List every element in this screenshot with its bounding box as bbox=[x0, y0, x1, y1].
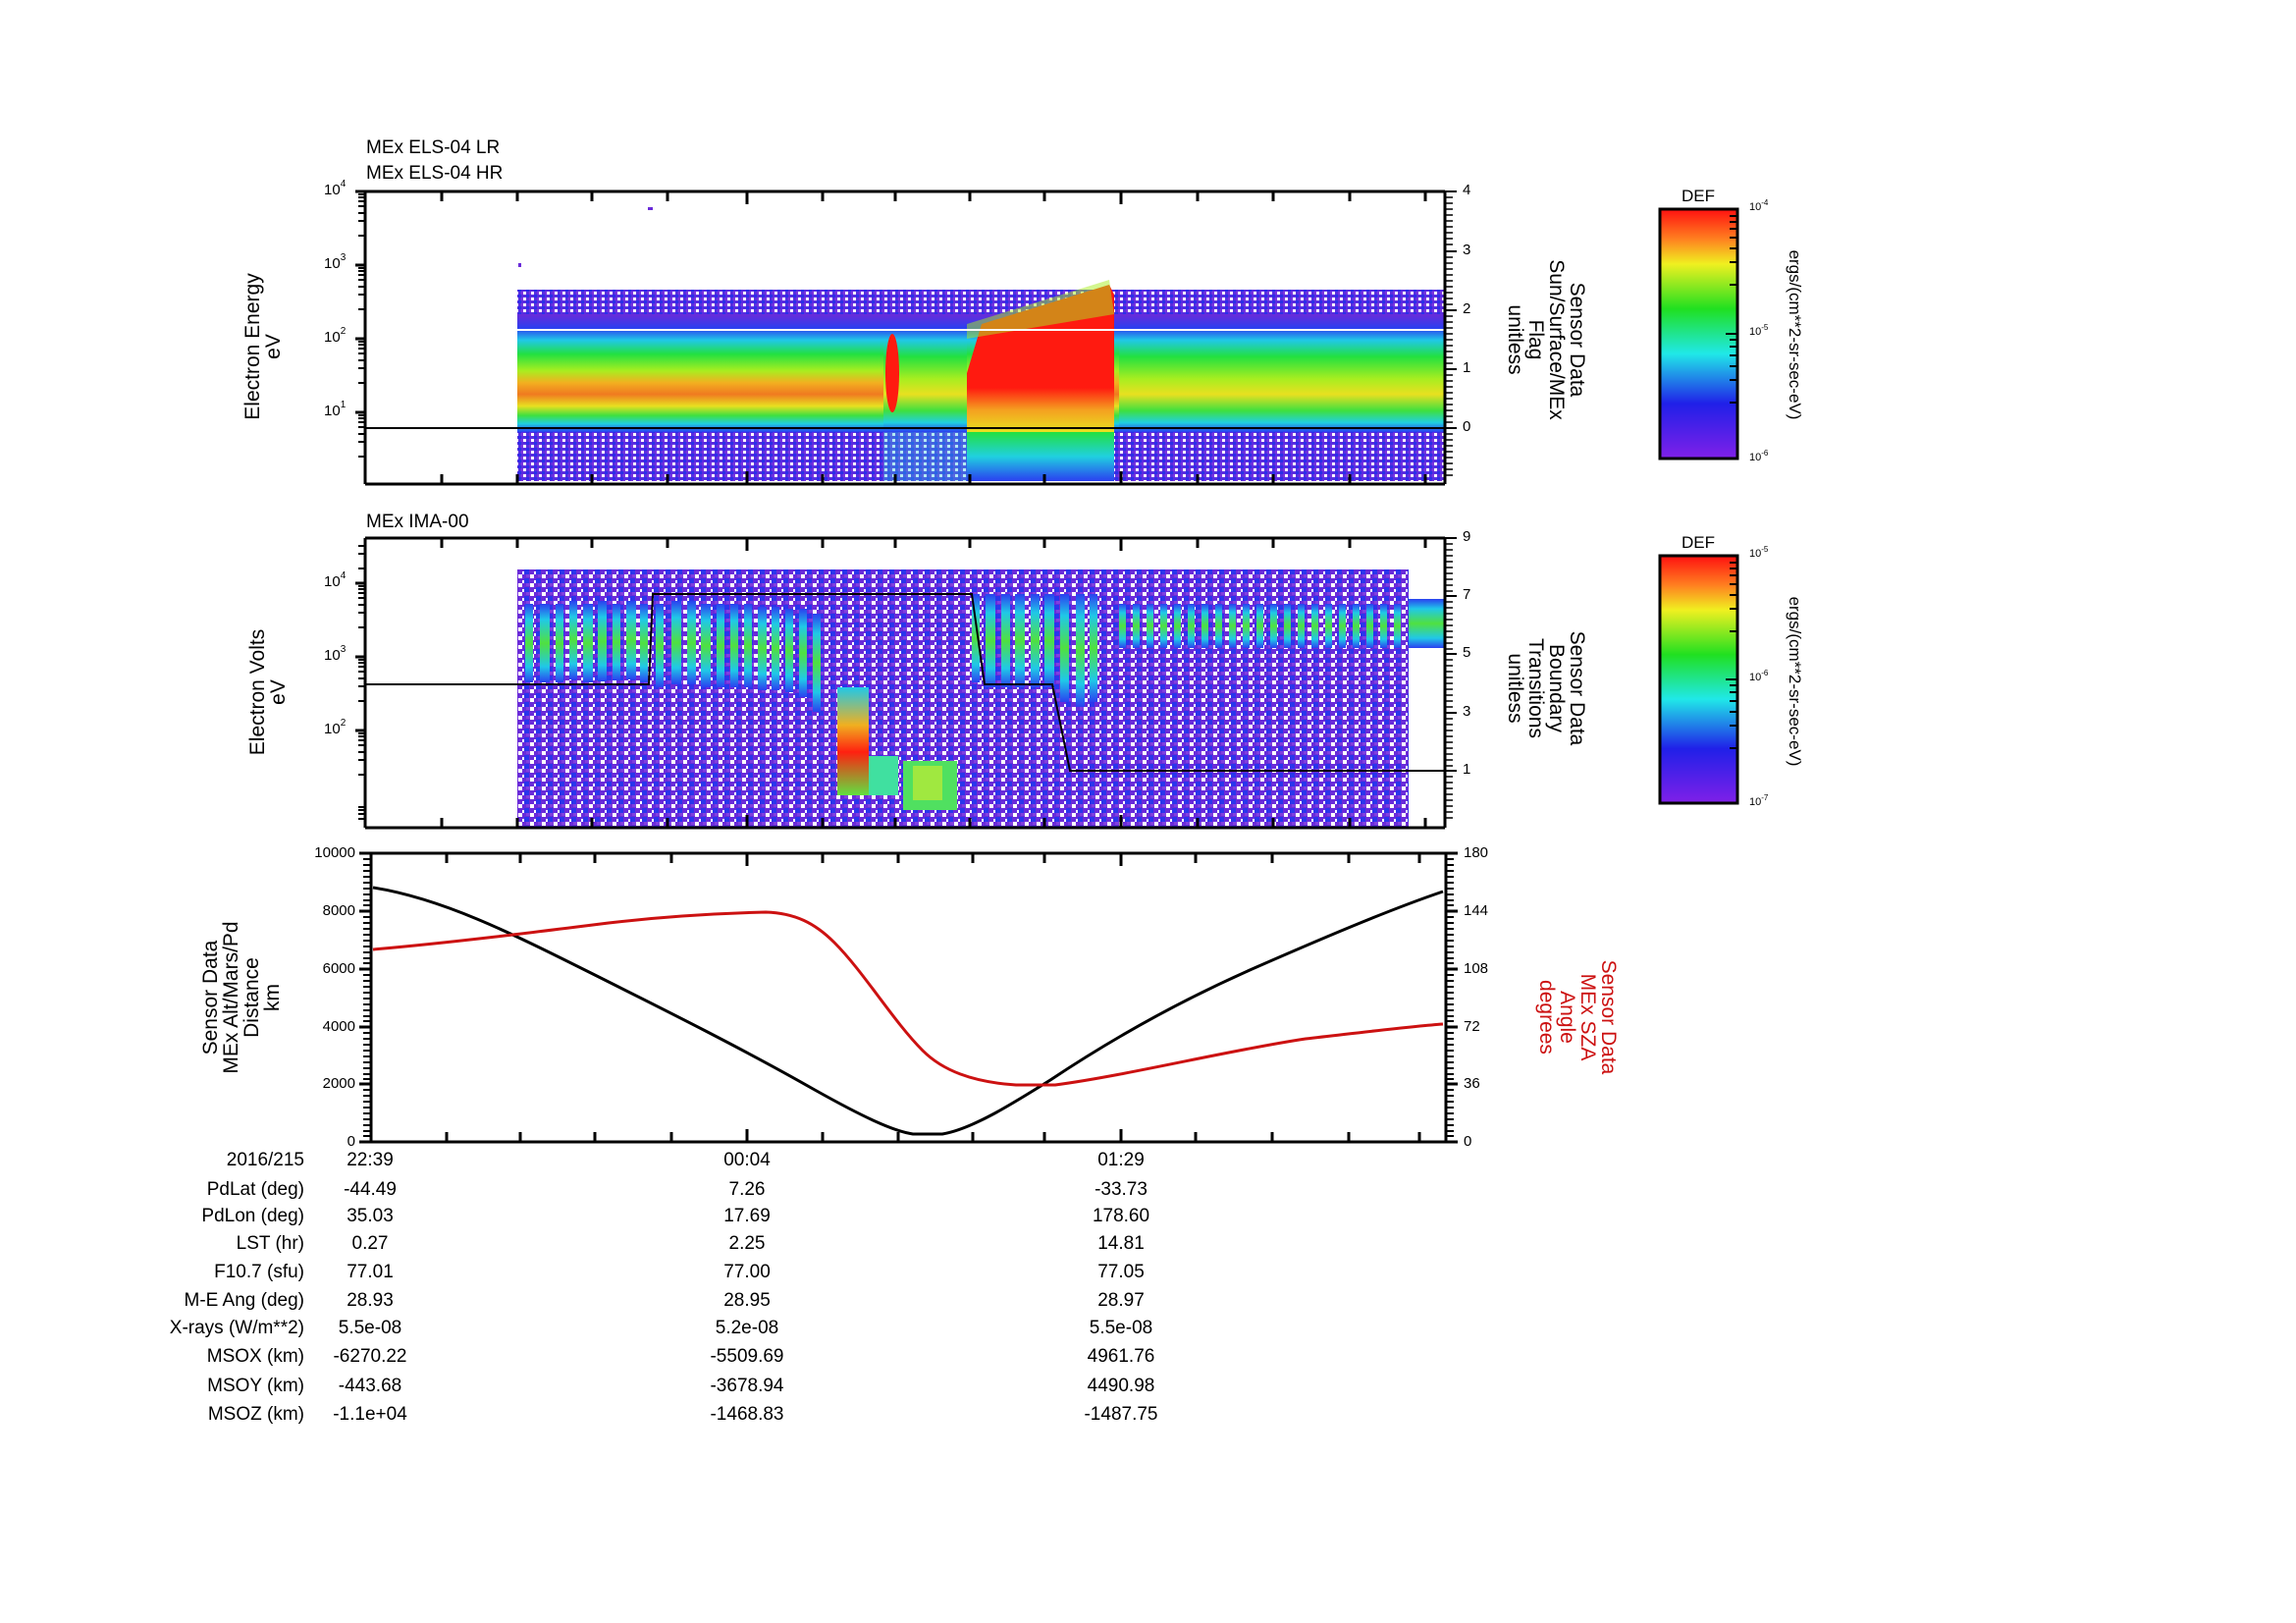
ima-colorbar bbox=[1658, 554, 1739, 805]
ima-colorbar-title: DEF bbox=[1682, 533, 1715, 552]
cell: 5.5e-08 bbox=[338, 1318, 402, 1338]
row-label: M-E Ang (deg) bbox=[184, 1290, 305, 1311]
els-colorbar-unit: ergs/(cm**2-sr-sec-eV) bbox=[1786, 249, 1804, 420]
time-label-1: 00:04 bbox=[723, 1150, 771, 1170]
ima-ytick-1e2: 102 bbox=[324, 718, 347, 737]
ima-boundary-line bbox=[365, 593, 1445, 772]
orbit-rtick-0: 0 bbox=[1464, 1133, 1472, 1150]
orbit-right-label: Sensor Data MEx SZA Angle degrees bbox=[1535, 959, 1620, 1075]
orbit-rtick-180: 180 bbox=[1464, 844, 1489, 861]
els-ytick-1e3: 103 bbox=[324, 252, 347, 272]
date-label: 2016/215 bbox=[226, 1150, 304, 1170]
cell: 35.03 bbox=[347, 1206, 394, 1226]
ima-rtick-3: 3 bbox=[1463, 703, 1471, 720]
ima-rtick-5: 5 bbox=[1463, 644, 1471, 661]
cell: 77.00 bbox=[723, 1262, 771, 1282]
ima-ytick-1e3: 103 bbox=[324, 644, 347, 664]
ima-title: MEx IMA-00 bbox=[366, 512, 469, 532]
ima-right-label: Sensor Data Boundary Transitions unitles… bbox=[1504, 630, 1588, 746]
row-label: MSOY (km) bbox=[207, 1376, 304, 1396]
cell: -1468.83 bbox=[710, 1404, 784, 1425]
orbit-ltick-8000: 8000 bbox=[322, 902, 355, 919]
els-rtick-2: 2 bbox=[1463, 300, 1471, 317]
els-rtick-3: 3 bbox=[1463, 242, 1471, 258]
cell: -5509.69 bbox=[710, 1346, 784, 1367]
cell: 4490.98 bbox=[1087, 1376, 1155, 1396]
cell: 28.95 bbox=[723, 1290, 771, 1311]
els-colorbar-title: DEF bbox=[1682, 187, 1715, 205]
row-label: MSOX (km) bbox=[206, 1346, 304, 1367]
ima-rtick-1: 1 bbox=[1463, 761, 1471, 778]
els-ytick-1e1: 101 bbox=[324, 400, 347, 419]
orbit-ltick-10000: 10000 bbox=[314, 844, 355, 861]
els-ytick-1e2: 102 bbox=[324, 326, 347, 346]
ima-ylabel: Electron Volts eV bbox=[246, 628, 290, 756]
orbit-left-label: Sensor Data MEx Alt/Mars/Pd Distance km bbox=[199, 921, 284, 1074]
cell: -443.68 bbox=[338, 1376, 402, 1396]
cell: -44.49 bbox=[344, 1179, 397, 1200]
cell: 14.81 bbox=[1097, 1233, 1145, 1254]
orbit-rtick-144: 144 bbox=[1464, 902, 1489, 919]
els-ylabel: Electron Energy eV bbox=[241, 273, 285, 420]
cell: -1487.75 bbox=[1084, 1404, 1158, 1425]
cell: 7.26 bbox=[728, 1179, 766, 1200]
els-cb-tick-1e-6: 10-6 bbox=[1749, 449, 1769, 463]
cell: 0.27 bbox=[351, 1233, 389, 1254]
ima-cb-tick-1e-6: 10-6 bbox=[1749, 669, 1769, 683]
altitude-curve bbox=[372, 886, 1444, 1136]
ima-red-burst bbox=[837, 687, 869, 795]
els-rtick-1: 1 bbox=[1463, 359, 1471, 376]
ima-cb-tick-1e-7: 10-7 bbox=[1749, 793, 1769, 808]
ima-colorbar-unit: ergs/(cm**2-sr-sec-eV) bbox=[1786, 596, 1804, 767]
row-label: PdLat (deg) bbox=[206, 1179, 304, 1200]
orbit-rtick-108: 108 bbox=[1464, 960, 1489, 977]
ima-cb-tick-1e-5: 10-5 bbox=[1749, 545, 1769, 560]
cell: -6270.22 bbox=[333, 1346, 407, 1367]
els-rtick-4: 4 bbox=[1463, 182, 1471, 198]
orbit-rtick-72: 72 bbox=[1464, 1018, 1480, 1035]
cell: 28.97 bbox=[1097, 1290, 1145, 1311]
time-label-2: 01:29 bbox=[1097, 1150, 1145, 1170]
cell: 77.05 bbox=[1097, 1262, 1145, 1282]
ima-rtick-9: 9 bbox=[1463, 528, 1471, 545]
sza-curve bbox=[372, 910, 1444, 1087]
orbit-rtick-36: 36 bbox=[1464, 1075, 1480, 1092]
orbit-ltick-2000: 2000 bbox=[322, 1075, 355, 1092]
cell: 5.2e-08 bbox=[715, 1318, 779, 1338]
time-label-0: 22:39 bbox=[347, 1150, 394, 1170]
els-title-lr: MEx ELS-04 LR bbox=[366, 137, 501, 158]
ima-stripes bbox=[525, 594, 1401, 712]
row-label: MSOZ (km) bbox=[207, 1404, 304, 1425]
row-label: PdLon (deg) bbox=[201, 1206, 304, 1226]
cell: 4961.76 bbox=[1087, 1346, 1155, 1367]
cell: 178.60 bbox=[1092, 1206, 1150, 1226]
row-label: LST (hr) bbox=[236, 1233, 304, 1254]
cell: 77.01 bbox=[347, 1262, 394, 1282]
row-label: X-rays (W/m**2) bbox=[169, 1318, 304, 1338]
els-cb-tick-1e-4: 10-4 bbox=[1749, 198, 1769, 213]
orbit-ltick-4000: 4000 bbox=[322, 1018, 355, 1035]
els-right-label: Sensor Data Sun/Surface/MEx Flag unitles… bbox=[1504, 259, 1588, 420]
ima-rtick-7: 7 bbox=[1463, 586, 1471, 603]
ima-ytick-1e4: 104 bbox=[324, 570, 347, 590]
cell: 17.69 bbox=[723, 1206, 771, 1226]
orbit-ltick-6000: 6000 bbox=[322, 960, 355, 977]
cell: 28.93 bbox=[347, 1290, 394, 1311]
els-ytick-1e4: 104 bbox=[324, 179, 347, 198]
els-rtick-0: 0 bbox=[1463, 418, 1471, 435]
cell: 2.25 bbox=[728, 1233, 766, 1254]
orbit-ltick-0: 0 bbox=[347, 1133, 355, 1150]
cell: 5.5e-08 bbox=[1089, 1318, 1153, 1338]
els-cb-tick-1e-5: 10-5 bbox=[1749, 323, 1769, 338]
row-label: F10.7 (sfu) bbox=[214, 1262, 304, 1282]
cell: -1.1e+04 bbox=[333, 1404, 407, 1425]
cell: -33.73 bbox=[1095, 1179, 1148, 1200]
els-colorbar bbox=[1658, 207, 1739, 460]
els-title-hr: MEx ELS-04 HR bbox=[366, 163, 504, 184]
cell: -3678.94 bbox=[710, 1376, 784, 1396]
